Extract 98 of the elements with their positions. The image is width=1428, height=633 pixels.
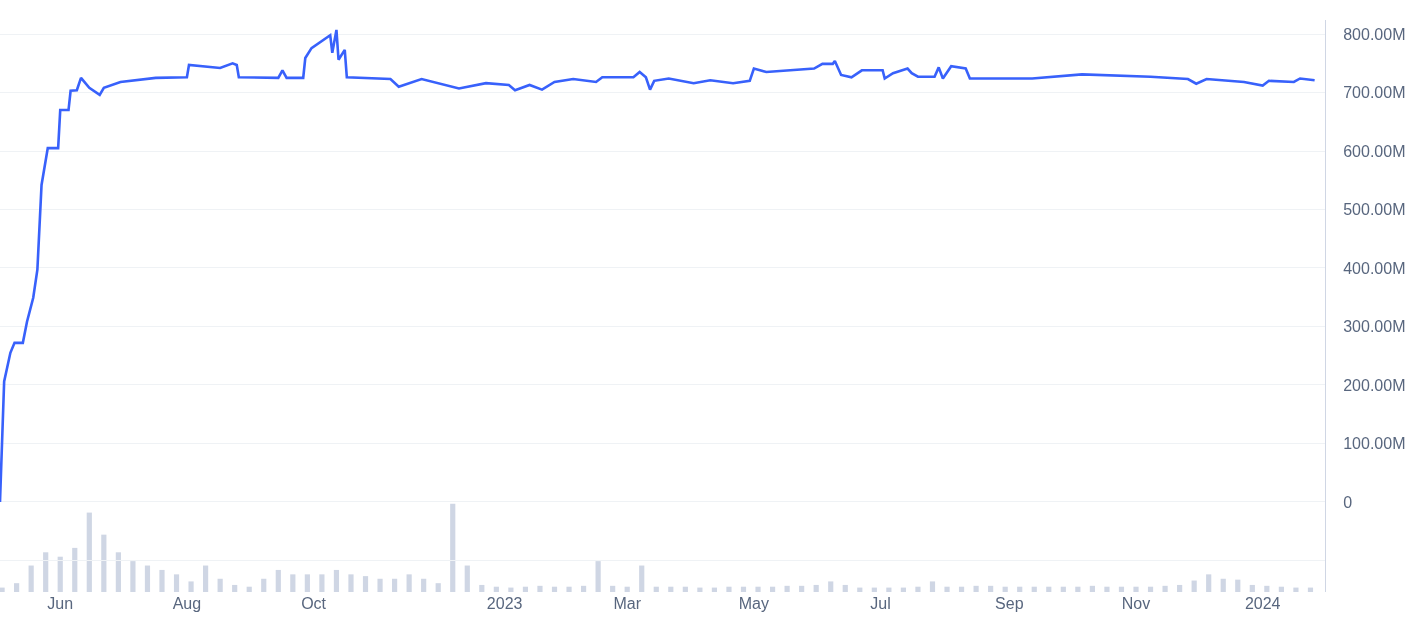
bar	[1278, 586, 1284, 592]
bar	[450, 503, 456, 592]
bar	[1147, 586, 1154, 592]
bar	[159, 569, 165, 592]
bar	[1002, 586, 1008, 592]
bar	[0, 587, 5, 592]
bar	[188, 581, 194, 592]
bar	[799, 585, 805, 592]
bar	[1235, 579, 1241, 592]
bar	[406, 574, 412, 592]
bar	[668, 586, 674, 592]
y-tick-label: 100.00M	[1343, 435, 1406, 453]
x-tick-label: 2023	[486, 595, 523, 612]
y-tick-label: 500.00M	[1343, 201, 1406, 219]
bar	[246, 586, 252, 592]
bar	[726, 586, 732, 592]
bar	[551, 586, 558, 592]
bar	[421, 578, 427, 592]
bar	[537, 585, 543, 592]
x-tick-label: 2024	[1244, 595, 1281, 612]
bar	[392, 578, 398, 592]
bar	[14, 583, 20, 592]
bar	[479, 584, 485, 592]
bar	[1293, 587, 1299, 592]
y-tick-label: 300.00M	[1343, 318, 1406, 336]
bar	[915, 586, 921, 592]
bar	[493, 586, 499, 592]
bar	[130, 561, 136, 592]
bar	[1089, 585, 1095, 592]
bar	[1264, 585, 1270, 592]
bar	[813, 584, 819, 592]
bar	[1104, 586, 1110, 592]
bar	[362, 576, 369, 592]
y-tick-label: 600.00M	[1343, 142, 1406, 160]
bar	[1031, 586, 1037, 592]
bar	[304, 574, 310, 592]
bar	[1162, 585, 1168, 592]
bar	[740, 586, 747, 592]
bar	[348, 574, 354, 592]
y-tick-label: 700.00M	[1343, 84, 1406, 102]
x-tick-label: Aug	[172, 595, 202, 612]
bar	[464, 565, 470, 592]
x-tick-label: Oct	[301, 595, 327, 612]
bar	[929, 581, 936, 592]
bar	[173, 574, 180, 592]
bar	[28, 565, 34, 592]
bar	[842, 584, 848, 592]
bar	[144, 565, 151, 592]
bar	[682, 586, 688, 592]
bar	[522, 586, 529, 592]
y-tick-label: 0	[1343, 493, 1353, 511]
bar	[1060, 586, 1066, 592]
bar	[624, 586, 630, 592]
bar	[203, 565, 209, 592]
bar	[275, 569, 281, 592]
x-tick-label: May	[738, 595, 769, 612]
x-tick-label: Sep	[995, 595, 1024, 612]
bar	[1046, 586, 1052, 592]
bar	[377, 578, 383, 592]
bar	[755, 586, 761, 592]
x-tick-label: Jun	[47, 595, 74, 612]
bar	[1191, 580, 1197, 592]
bar	[566, 586, 572, 592]
bar	[639, 565, 645, 592]
bar	[43, 552, 49, 592]
bar	[261, 578, 267, 592]
x-tick-label: Nov	[1121, 595, 1151, 612]
bar	[1220, 578, 1226, 592]
y-tick-label: 400.00M	[1343, 259, 1406, 277]
bar	[217, 578, 223, 592]
bar	[828, 581, 834, 592]
bar	[988, 585, 994, 592]
y-tick-label: 200.00M	[1343, 376, 1406, 394]
bar	[944, 586, 950, 592]
bar	[1133, 586, 1139, 592]
line-series	[0, 28, 1316, 504]
x-tick-label: Jul	[870, 595, 891, 612]
bar	[232, 584, 238, 592]
y-tick-label: 800.00M	[1343, 25, 1406, 43]
bar	[595, 561, 601, 592]
bar	[115, 552, 121, 592]
bar	[72, 547, 78, 592]
bar	[290, 574, 296, 592]
bar	[1206, 574, 1212, 592]
bar	[784, 585, 790, 592]
bar	[435, 583, 441, 592]
bar	[973, 585, 979, 592]
bar	[333, 569, 340, 592]
bar	[1118, 586, 1125, 592]
bar	[101, 534, 107, 592]
x-tick-label: Mar	[613, 595, 642, 612]
bar	[1249, 584, 1255, 592]
bar	[580, 585, 587, 592]
bar	[610, 585, 616, 592]
bar	[86, 512, 92, 592]
bar	[57, 556, 63, 592]
bar	[1177, 584, 1183, 592]
bar	[319, 574, 325, 592]
